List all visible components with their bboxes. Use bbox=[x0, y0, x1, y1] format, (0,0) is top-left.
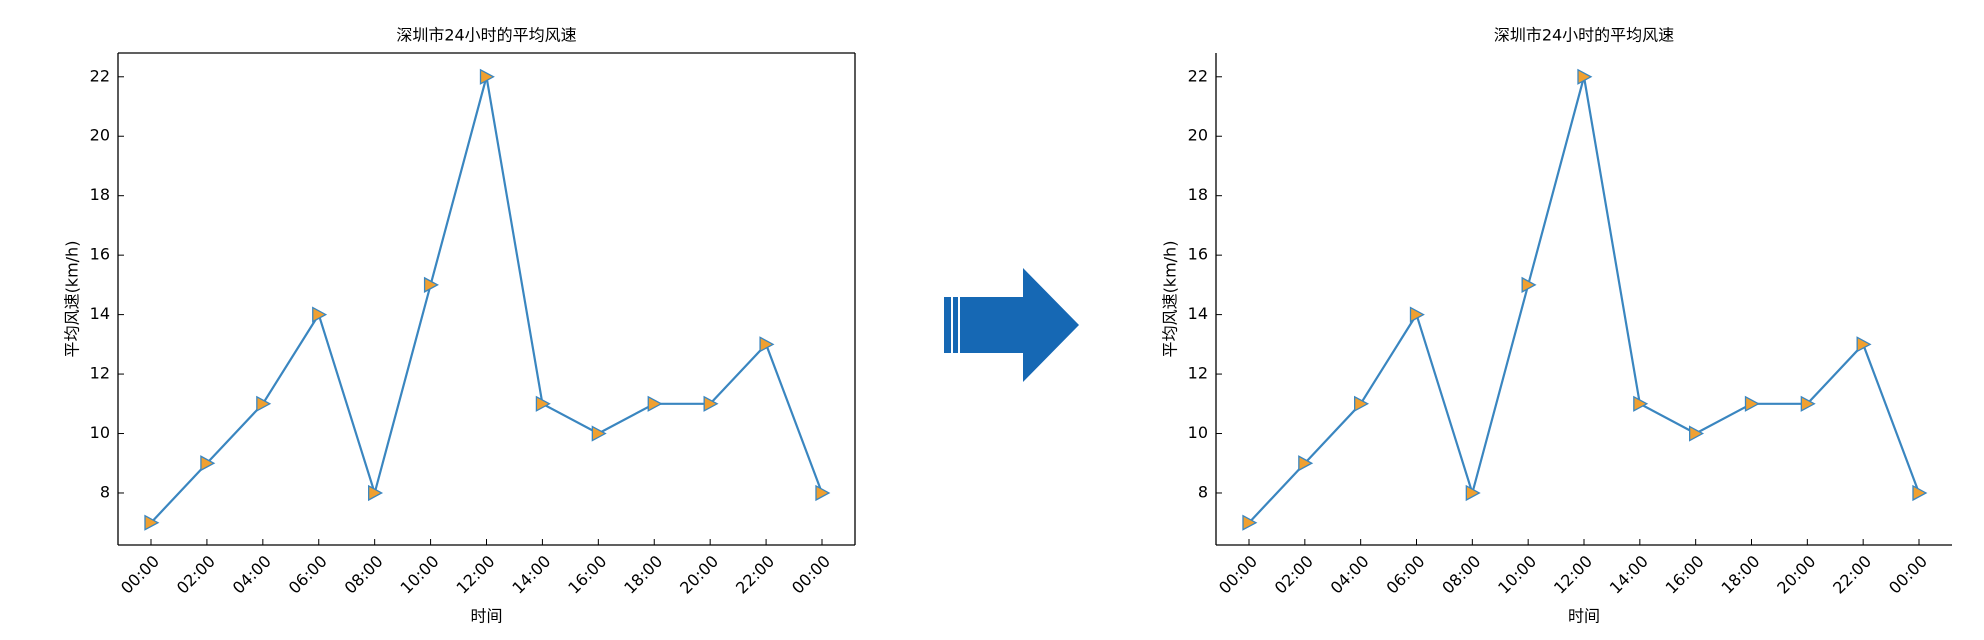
x-tick-label: 04:00 bbox=[229, 552, 275, 598]
x-tick-label: 18:00 bbox=[620, 552, 666, 598]
marker bbox=[591, 425, 607, 442]
y-tick-label: 14 bbox=[1188, 304, 1208, 323]
line bbox=[1248, 76, 1921, 524]
x-tick-label: 00:00 bbox=[788, 552, 834, 598]
y-tick-label: 18 bbox=[90, 185, 110, 204]
y-tick-label: 18 bbox=[1188, 185, 1208, 204]
marker bbox=[1633, 395, 1649, 412]
marker bbox=[1856, 336, 1872, 353]
y-tick-label: 8 bbox=[100, 482, 110, 501]
marker bbox=[1689, 425, 1705, 442]
marker bbox=[1744, 395, 1760, 412]
x-tick-label: 06:00 bbox=[285, 552, 331, 598]
y-tick-label: 10 bbox=[90, 423, 110, 442]
marker bbox=[200, 455, 216, 472]
y-tick-label: 22 bbox=[1188, 66, 1208, 85]
x-tick-label: 16:00 bbox=[564, 552, 610, 598]
x-axis-label: 时间 bbox=[1568, 607, 1600, 626]
x-tick-label: 02:00 bbox=[1271, 552, 1317, 598]
x-tick-label: 00:00 bbox=[117, 552, 163, 598]
x-tick-label: 22:00 bbox=[732, 552, 778, 598]
marker bbox=[535, 395, 551, 412]
x-tick-label: 10:00 bbox=[397, 552, 443, 598]
y-axis-label: 平均风速(km/h) bbox=[1161, 241, 1180, 358]
x-tick-label: 00:00 bbox=[1885, 552, 1931, 598]
marker bbox=[368, 484, 384, 502]
marker bbox=[423, 276, 439, 293]
x-tick-label: 20:00 bbox=[1773, 552, 1819, 598]
x-tick-label: 08:00 bbox=[341, 552, 387, 598]
marker bbox=[1912, 484, 1928, 502]
y-tick-label: 12 bbox=[1188, 364, 1208, 383]
marker bbox=[759, 336, 775, 353]
x-tick-label: 16:00 bbox=[1662, 552, 1708, 598]
marker bbox=[1465, 484, 1481, 502]
marker bbox=[1521, 276, 1537, 293]
marker bbox=[815, 484, 831, 502]
x-tick-label: 18:00 bbox=[1717, 552, 1763, 598]
y-tick-label: 22 bbox=[90, 66, 110, 85]
x-tick-label: 02:00 bbox=[173, 552, 219, 598]
y-tick-label: 16 bbox=[1188, 245, 1208, 264]
marker bbox=[1354, 395, 1370, 412]
marker bbox=[1577, 68, 1593, 85]
marker bbox=[256, 395, 272, 412]
x-tick-label: 08:00 bbox=[1438, 552, 1484, 598]
x-tick-label: 12:00 bbox=[1550, 552, 1596, 598]
y-tick-label: 20 bbox=[1188, 126, 1208, 145]
marker bbox=[312, 306, 328, 323]
marker bbox=[1298, 455, 1314, 472]
marker bbox=[1242, 514, 1258, 531]
x-tick-label: 22:00 bbox=[1829, 552, 1875, 598]
chart-title: 深圳市24小时的平均风速 bbox=[396, 26, 576, 45]
chart-title: 深圳市24小时的平均风速 bbox=[1494, 26, 1674, 45]
marker bbox=[1800, 395, 1816, 412]
y-tick-label: 10 bbox=[1188, 423, 1208, 442]
x-tick-label: 14:00 bbox=[508, 552, 554, 598]
marker bbox=[144, 514, 160, 531]
marker bbox=[479, 68, 495, 85]
y-tick-label: 8 bbox=[1198, 482, 1208, 501]
arrow bbox=[944, 268, 1079, 382]
x-tick-label: 20:00 bbox=[676, 552, 722, 598]
x-tick-label: 04:00 bbox=[1327, 552, 1373, 598]
x-tick-label: 00:00 bbox=[1215, 552, 1261, 598]
marker bbox=[703, 395, 719, 412]
x-axis-label: 时间 bbox=[470, 607, 502, 626]
marker bbox=[1409, 306, 1425, 323]
x-tick-label: 14:00 bbox=[1606, 552, 1652, 598]
line bbox=[150, 76, 824, 524]
y-axis-label: 平均风速(km/h) bbox=[63, 241, 82, 358]
x-tick-label: 12:00 bbox=[452, 552, 498, 598]
x-tick-label: 06:00 bbox=[1382, 552, 1428, 598]
marker bbox=[647, 395, 663, 412]
y-tick-label: 20 bbox=[90, 126, 110, 145]
y-tick-label: 16 bbox=[90, 245, 110, 264]
y-tick-label: 14 bbox=[90, 304, 110, 323]
x-tick-label: 10:00 bbox=[1494, 552, 1540, 598]
y-tick-label: 12 bbox=[90, 364, 110, 383]
